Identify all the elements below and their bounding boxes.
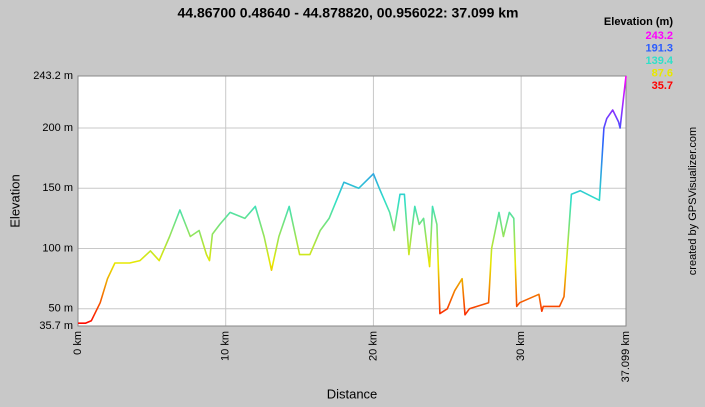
legend-title: Elevation (m): [604, 16, 673, 28]
x-axis-label: Distance: [327, 386, 378, 401]
x-tick-label: 37.099 km: [620, 331, 632, 382]
y-axis-label: Elevation: [7, 174, 22, 227]
y-tick-label: 35.7 m: [39, 320, 73, 332]
legend-entry: 243.2: [645, 30, 673, 42]
legend-entry: 35.7: [652, 80, 673, 92]
y-tick-label: 200 m: [42, 122, 73, 134]
legend-entry: 139.4: [645, 55, 673, 67]
x-tick-label: 0 km: [72, 331, 84, 355]
elevation-line: [78, 75, 627, 324]
legend-entry: 87.6: [652, 67, 673, 79]
y-tick-label: 150 m: [42, 182, 73, 194]
plot-border: [77, 75, 627, 327]
y-tick-label: 243.2 m: [33, 70, 73, 82]
x-tick-label: 20 km: [367, 331, 379, 361]
y-tick-label: 50 m: [49, 303, 73, 315]
legend-entry: 191.3: [645, 42, 673, 54]
chart-title: 44.86700 0.48640 - 44.878820, 00.956022:…: [178, 5, 519, 21]
x-tick-label: 30 km: [515, 331, 527, 361]
credit: created by GPSVisualizer.com: [687, 127, 699, 275]
plot-area: [78, 76, 626, 326]
x-tick-label: 10 km: [220, 331, 232, 361]
y-tick-label: 100 m: [42, 242, 73, 254]
